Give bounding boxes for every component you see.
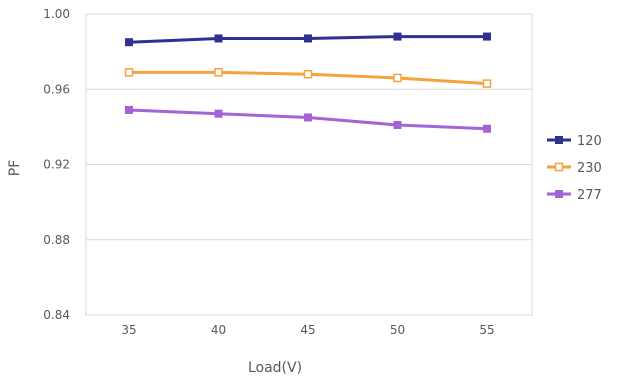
legend-marker-swatch <box>554 162 564 172</box>
series-277 <box>125 105 491 133</box>
legend-label: 230 <box>577 161 602 176</box>
y-tick-label: 0.96 <box>43 82 70 96</box>
data-point-marker <box>124 68 134 77</box>
data-point-marker <box>214 109 223 118</box>
gridlines <box>86 13 532 316</box>
legend-label: 277 <box>577 188 602 203</box>
series-lines <box>124 32 492 133</box>
data-point-marker <box>304 113 312 122</box>
x-tick-label: 45 <box>300 323 315 337</box>
legend-marker-swatch <box>555 136 563 144</box>
data-point-marker <box>393 32 402 41</box>
y-tick-label: 0.92 <box>43 158 70 172</box>
legend-item-120: 120 <box>547 134 602 149</box>
data-point-marker <box>303 69 313 79</box>
legend-item-230: 230 <box>547 161 602 176</box>
series-120 <box>125 32 491 47</box>
x-tick-label: 50 <box>390 323 405 337</box>
legend-marker-swatch <box>555 190 563 198</box>
data-point-marker <box>125 105 133 114</box>
x-tick-label: 35 <box>121 323 136 337</box>
data-point-marker <box>393 73 402 83</box>
y-axis-ticks: 0.84 0.88 0.92 0.96 1.00 <box>43 7 70 322</box>
data-point-marker <box>214 34 223 43</box>
legend: 120 230 277 <box>547 134 602 203</box>
series-230 <box>124 68 492 88</box>
data-point-marker <box>483 124 491 133</box>
x-tick-label: 55 <box>479 323 494 337</box>
data-point-marker <box>125 38 133 47</box>
legend-item-277: 277 <box>547 188 602 203</box>
legend-label: 120 <box>577 134 602 149</box>
data-point-marker <box>304 34 312 43</box>
data-point-marker <box>214 68 223 77</box>
data-point-marker <box>483 32 491 41</box>
data-point-marker <box>393 120 402 129</box>
y-axis-title: PF <box>7 160 23 177</box>
x-axis-title: Load(V) <box>248 360 302 376</box>
x-axis-ticks: 35 40 45 50 55 <box>121 323 494 337</box>
x-tick-label: 40 <box>211 323 226 337</box>
y-tick-label: 0.88 <box>43 233 70 247</box>
data-point-marker <box>482 79 492 88</box>
y-tick-label: 1.00 <box>43 7 70 21</box>
y-tick-label: 0.84 <box>43 308 70 322</box>
